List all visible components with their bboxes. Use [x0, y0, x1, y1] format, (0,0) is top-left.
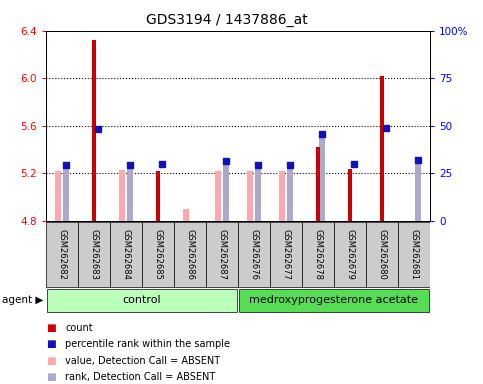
Text: GSM262687: GSM262687: [217, 229, 227, 280]
Text: count: count: [65, 323, 93, 333]
FancyBboxPatch shape: [174, 222, 206, 286]
Bar: [92, 40, 96, 221]
Bar: [380, 76, 384, 221]
FancyBboxPatch shape: [46, 222, 78, 286]
FancyBboxPatch shape: [206, 222, 238, 286]
Bar: [247, 171, 253, 221]
Text: rank, Detection Call = ABSENT: rank, Detection Call = ABSENT: [65, 372, 215, 382]
Bar: [119, 170, 125, 221]
Text: ■: ■: [46, 372, 56, 382]
Text: GSM262679: GSM262679: [345, 229, 355, 280]
Bar: [63, 165, 69, 221]
Text: GSM262684: GSM262684: [121, 229, 130, 280]
Text: GSM262682: GSM262682: [57, 229, 66, 280]
Bar: [223, 161, 229, 221]
Text: ■: ■: [46, 323, 56, 333]
Text: GSM262681: GSM262681: [410, 229, 418, 280]
Text: percentile rank within the sample: percentile rank within the sample: [65, 339, 230, 349]
FancyBboxPatch shape: [239, 289, 429, 312]
Text: control: control: [123, 295, 161, 306]
Bar: [319, 134, 325, 221]
Bar: [415, 160, 421, 221]
Text: ■: ■: [46, 356, 56, 366]
Text: GSM262683: GSM262683: [89, 229, 99, 280]
Bar: [348, 169, 352, 221]
FancyBboxPatch shape: [334, 222, 366, 286]
FancyBboxPatch shape: [46, 289, 237, 312]
FancyBboxPatch shape: [142, 222, 173, 286]
Bar: [287, 165, 293, 221]
Bar: [215, 171, 221, 221]
Bar: [316, 147, 320, 221]
Bar: [55, 171, 60, 221]
Text: GSM262678: GSM262678: [313, 229, 322, 280]
FancyBboxPatch shape: [366, 222, 398, 286]
Bar: [156, 171, 160, 221]
FancyBboxPatch shape: [398, 222, 429, 286]
FancyBboxPatch shape: [110, 222, 142, 286]
Text: ■: ■: [46, 339, 56, 349]
Text: value, Detection Call = ABSENT: value, Detection Call = ABSENT: [65, 356, 220, 366]
Text: GSM262685: GSM262685: [154, 229, 162, 280]
Text: agent ▶: agent ▶: [2, 295, 44, 306]
Text: GDS3194 / 1437886_at: GDS3194 / 1437886_at: [146, 13, 308, 27]
Text: medroxyprogesterone acetate: medroxyprogesterone acetate: [249, 295, 418, 306]
FancyBboxPatch shape: [78, 222, 110, 286]
FancyBboxPatch shape: [270, 222, 301, 286]
Bar: [255, 165, 261, 221]
Text: GSM262686: GSM262686: [185, 229, 194, 280]
Bar: [279, 171, 284, 221]
Text: GSM262677: GSM262677: [282, 229, 290, 280]
Text: GSM262676: GSM262676: [249, 229, 258, 280]
FancyBboxPatch shape: [302, 222, 334, 286]
Bar: [183, 209, 188, 221]
Bar: [127, 165, 133, 221]
FancyBboxPatch shape: [238, 222, 270, 286]
Text: GSM262680: GSM262680: [377, 229, 386, 280]
